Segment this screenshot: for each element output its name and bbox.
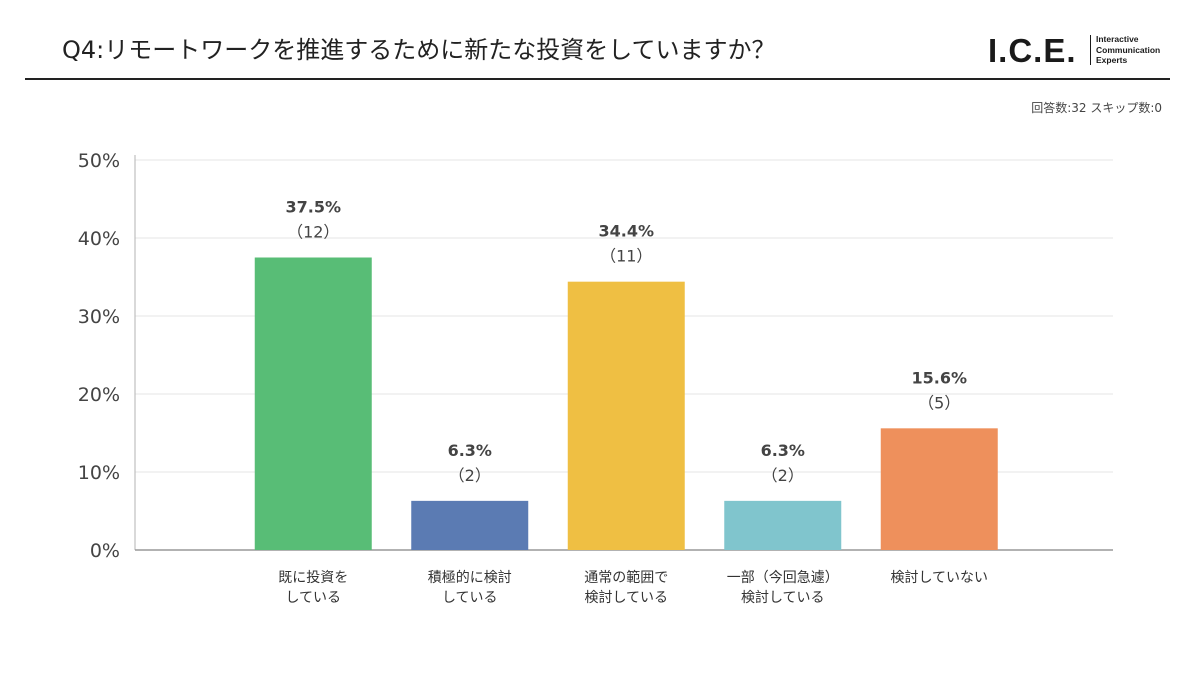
bar-count-label: （12） [287, 223, 339, 242]
bar-value-label: 37.5% [285, 198, 341, 217]
category-label: している [442, 590, 498, 606]
response-count: 回答数:32 スキップ数:0 [1031, 101, 1162, 115]
category-label: 一部（今回急遽） [727, 570, 839, 586]
category-label: している [285, 590, 341, 606]
y-tick-label: 30% [78, 306, 120, 328]
logo-tagline-line: Interactive [1096, 34, 1139, 44]
header-rule [25, 78, 1170, 80]
bar-count-label: （11） [600, 247, 652, 266]
bar [254, 257, 372, 550]
category-label: 通常の範囲で [584, 569, 668, 586]
bar [567, 281, 685, 550]
bar-value-label: 34.4% [598, 222, 654, 241]
y-tick-label: 10% [78, 462, 120, 484]
category-label: 検討している [741, 590, 825, 606]
bar [411, 500, 529, 550]
logo-mark: I.C.E. [988, 32, 1077, 69]
category-label: 既に投資を [278, 570, 348, 586]
category-label: 積極的に検討 [428, 570, 512, 586]
logo-tagline-line: Experts [1096, 55, 1128, 65]
bar-value-label: 15.6% [911, 368, 967, 387]
bar-count-label: （2） [762, 466, 804, 485]
logo-divider [1090, 35, 1091, 65]
y-tick-label: 20% [78, 384, 120, 406]
y-tick-label: 40% [78, 228, 120, 250]
bar-value-label: 6.3% [761, 441, 805, 460]
bar-value-label: 6.3% [448, 441, 492, 460]
logo-tagline: Interactive Communication Experts [1096, 34, 1160, 66]
category-label: 検討していない [890, 570, 988, 586]
logo-tagline-line: Communication [1096, 44, 1161, 55]
bar-count-label: （5） [918, 393, 960, 412]
y-tick-label: 50% [78, 150, 120, 172]
category-label: 検討している [584, 590, 668, 606]
page-title: Q4:リモートワークを推進するために新たな投資をしていますか？ [62, 36, 776, 64]
bar [880, 428, 998, 550]
bar-count-label: （2） [449, 466, 491, 485]
bar [724, 500, 842, 550]
y-tick-label: 0% [90, 540, 120, 562]
